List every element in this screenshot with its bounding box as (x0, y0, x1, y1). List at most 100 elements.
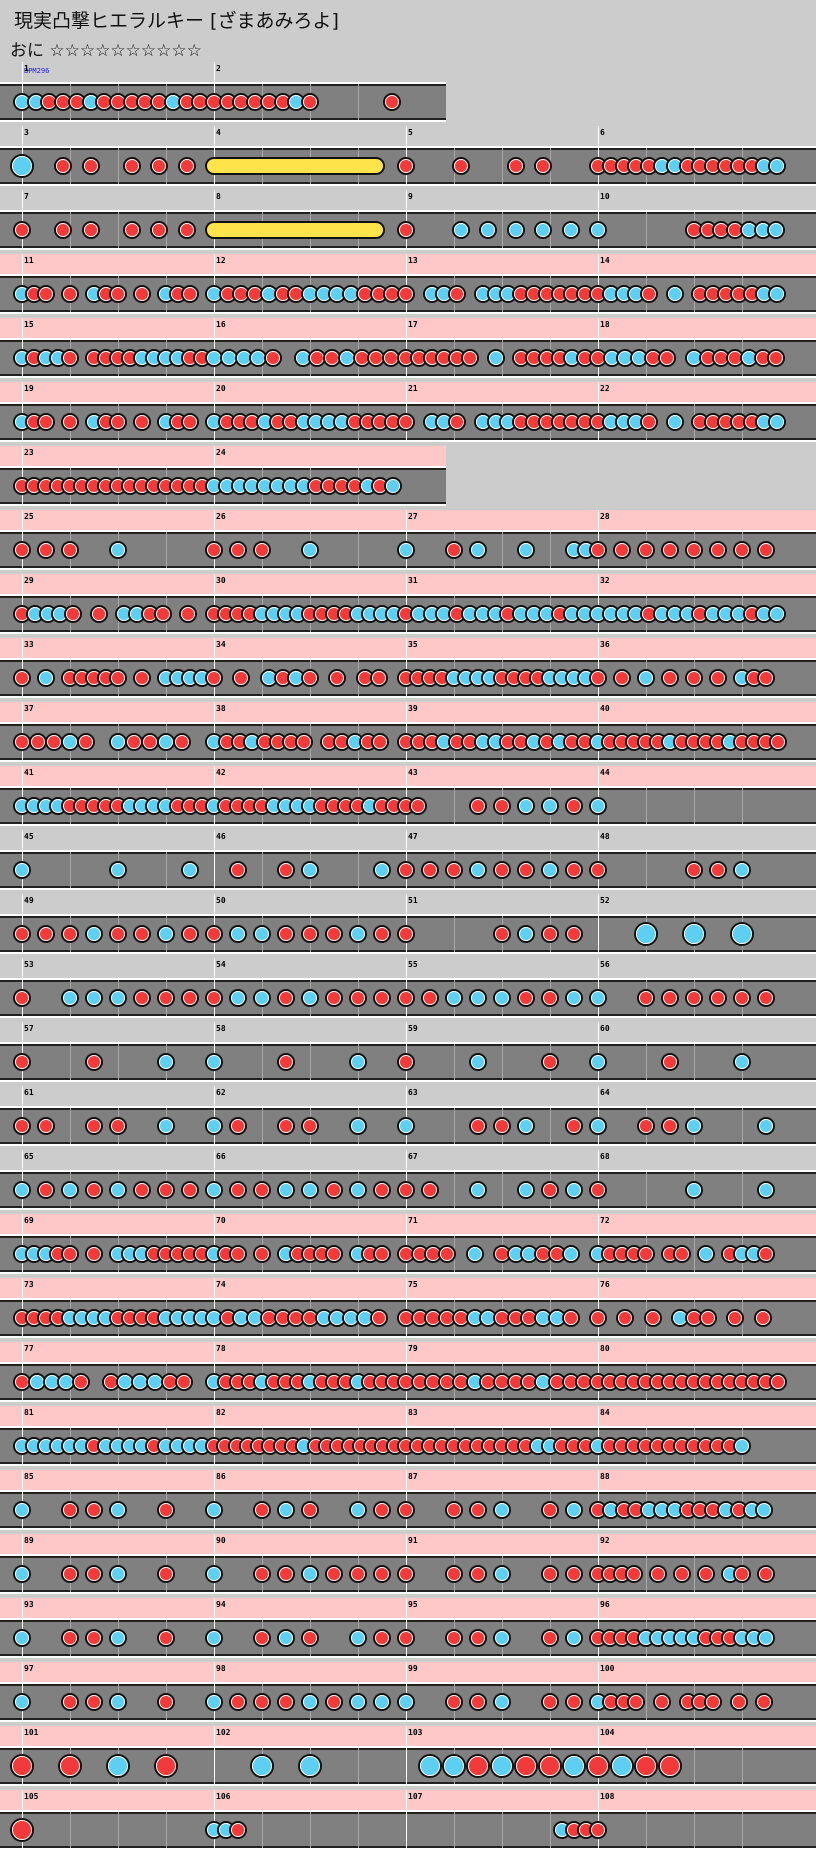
bar-line (598, 318, 599, 378)
beat-line (694, 1044, 695, 1080)
don-note (61, 1501, 79, 1519)
ka-note (85, 925, 103, 943)
measure-number: 73 (24, 1280, 34, 1289)
don-note (421, 989, 439, 1007)
lane-bottom-line (0, 1592, 816, 1594)
don-note (589, 1821, 607, 1839)
measure-number: 75 (408, 1280, 418, 1289)
don-note (541, 1181, 559, 1199)
ka-note (109, 1693, 127, 1711)
measure-number: 87 (408, 1472, 418, 1481)
measure-number: 62 (216, 1088, 226, 1097)
don-note (229, 861, 247, 879)
don-note (445, 1629, 463, 1647)
ka-note (397, 1693, 415, 1711)
bar-line (214, 126, 215, 186)
don-note (109, 1117, 127, 1135)
measure-number: 5 (408, 128, 413, 137)
measure-number: 83 (408, 1408, 418, 1417)
chart-row: 105 106 107 108 (0, 1790, 816, 1850)
bar-line (22, 254, 23, 314)
lane-bottom-line (0, 312, 816, 314)
ka-note (534, 1309, 553, 1327)
measure-number: 58 (216, 1024, 226, 1033)
measure-number: 45 (24, 832, 34, 841)
lane-bottom-line (0, 440, 816, 442)
don-note (397, 1565, 415, 1583)
don-note (565, 925, 583, 943)
measure-number: 92 (600, 1536, 610, 1545)
beat-line (358, 852, 359, 888)
don-note (369, 285, 388, 303)
ka-note (697, 1245, 715, 1263)
lane-top-line (0, 1490, 816, 1492)
measure-number: 90 (216, 1536, 226, 1545)
don-note (421, 1181, 439, 1199)
measure-number: 6 (600, 128, 605, 137)
bar-line (598, 702, 599, 762)
don-note (397, 285, 415, 303)
beat-line (166, 852, 167, 888)
bar-line (22, 702, 23, 762)
don-note (565, 861, 583, 879)
ka-note (205, 285, 223, 303)
lane-top-line (0, 1426, 816, 1428)
don-note (253, 1565, 271, 1583)
measure-number: 78 (216, 1344, 226, 1353)
don-note (37, 1181, 55, 1199)
measure-number: 34 (216, 640, 226, 649)
chart-row: 41 42 43 44 (0, 766, 816, 826)
don-note (181, 1181, 199, 1199)
don-note (301, 1629, 319, 1647)
measure-number: 35 (408, 640, 418, 649)
measure-number: 80 (600, 1344, 610, 1353)
lane-bottom-line (0, 632, 816, 634)
beat-line (70, 1108, 71, 1144)
big-ka-note (418, 1754, 442, 1778)
measure-number: 82 (216, 1408, 226, 1417)
don-note (157, 1181, 175, 1199)
bar-line (598, 1662, 599, 1722)
big-don-note (658, 1754, 682, 1778)
ka-note (534, 221, 553, 239)
don-note (541, 1501, 559, 1519)
bar-line (406, 1150, 407, 1210)
don-note (181, 413, 199, 431)
measure-number: 4 (216, 128, 221, 137)
big-ka-note (682, 922, 706, 946)
chart-row: 65 66 67 68 (0, 1150, 816, 1210)
ka-note (205, 1565, 223, 1583)
section-band (0, 1662, 816, 1682)
big-ka-note (442, 1754, 466, 1778)
measure-number: 36 (600, 640, 610, 649)
ka-note (229, 925, 247, 943)
don-note (397, 1053, 415, 1071)
measure-number: 84 (600, 1408, 610, 1417)
don-note (13, 541, 31, 559)
ka-note (493, 1565, 511, 1583)
bar-line (406, 318, 407, 378)
ka-note (253, 989, 271, 1007)
ka-note (506, 221, 525, 239)
chart-row: 101 102 103 104 (0, 1726, 816, 1786)
lane-top-line (0, 1682, 816, 1684)
don-note (397, 925, 415, 943)
lane-top-line (0, 1810, 816, 1812)
lane-top-line (0, 594, 816, 596)
beat-line (742, 788, 743, 824)
ka-note (517, 1181, 535, 1199)
don-note (37, 925, 55, 943)
don-note (325, 1181, 343, 1199)
don-note (627, 1693, 646, 1711)
measure-number: 3 (24, 128, 29, 137)
don-note (232, 669, 251, 687)
bar-line (214, 382, 215, 442)
ka-note (589, 221, 607, 239)
don-note (637, 541, 655, 559)
measure-number: 16 (216, 320, 226, 329)
chart-row: 77 78 79 80 (0, 1342, 816, 1402)
measure-number: 2 (216, 64, 221, 73)
measure-number: 79 (408, 1344, 418, 1353)
lane-top-line (0, 82, 446, 84)
ka-note (541, 861, 559, 879)
